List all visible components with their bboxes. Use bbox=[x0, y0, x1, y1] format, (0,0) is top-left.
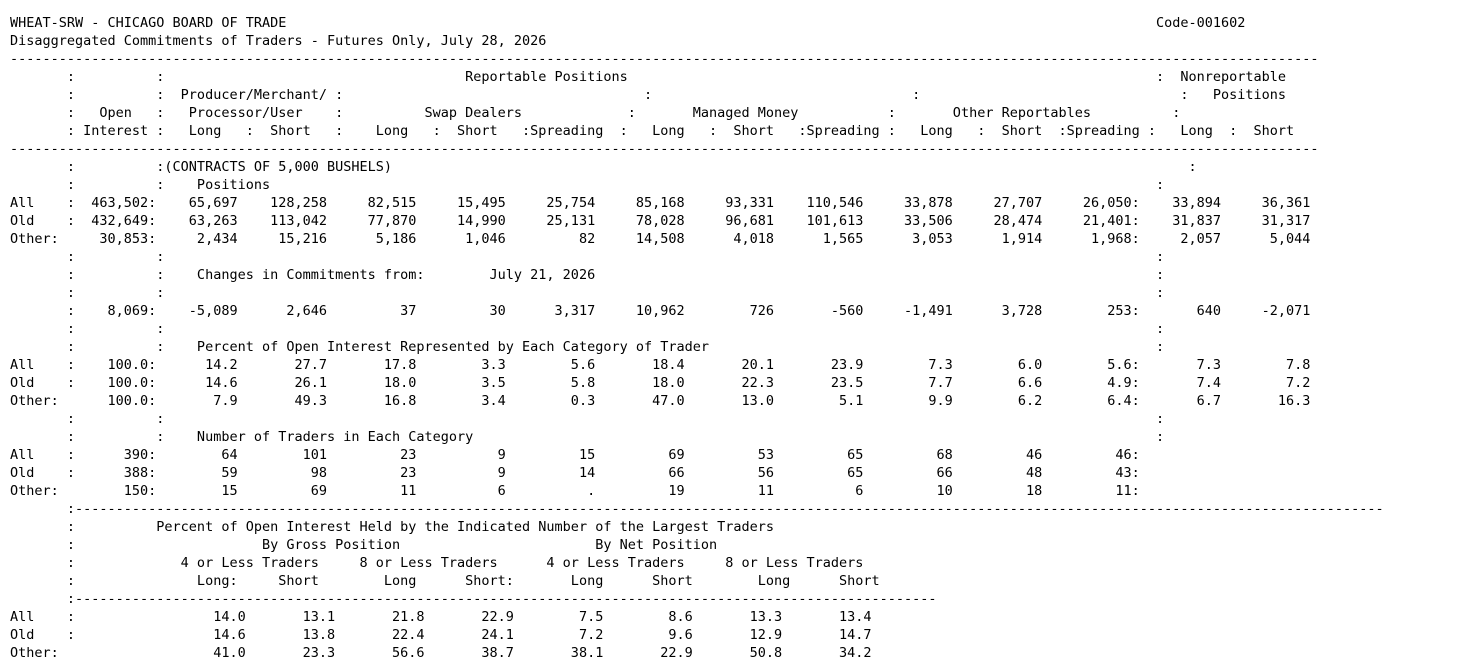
header-line: : 4 or Less Traders 8 or Less Traders 4 … bbox=[10, 555, 864, 571]
concentration-row-old: Old : 14.6 13.8 22.4 24.1 7.2 9.6 12.9 1… bbox=[10, 627, 872, 643]
header-line: : Open : Processor/User : Swap Dealers :… bbox=[10, 105, 1181, 121]
header-line: : Long: Short Long Short: Long Short Lon… bbox=[10, 573, 880, 589]
percent-row-all: All : 100.0: 14.2 27.7 17.8 3.3 5.6 18.4… bbox=[10, 357, 1311, 373]
report-subtitle-line: Disaggregated Commitments of Traders - F… bbox=[10, 33, 547, 49]
report-title-line: WHEAT-SRW - CHICAGO BOARD OF TRADE Code-… bbox=[10, 15, 1246, 31]
traders-row-other: Other: 150: 15 69 11 6 . 19 11 6 10 18 1… bbox=[10, 483, 1140, 499]
spacer-line: : : : bbox=[10, 411, 1165, 427]
section-title-line: : : Percent of Open Interest Represented… bbox=[10, 339, 1165, 355]
section-title-line: : :(CONTRACTS OF 5,000 BUSHELS) : bbox=[10, 159, 1197, 175]
separator-line: ----------------------------------------… bbox=[10, 141, 1319, 157]
header-line: : Interest : Long : Short : Long : Short… bbox=[10, 123, 1295, 139]
positions-row-other: Other: 30,853: 2,434 15,216 5,186 1,046 … bbox=[10, 231, 1311, 247]
percent-row-other: Other: 100.0: 7.9 49.3 16.8 3.4 0.3 47.0… bbox=[10, 393, 1311, 409]
section-title-line: : : Changes in Commitments from: July 21… bbox=[10, 267, 1165, 283]
percent-row-old: Old : 100.0: 14.6 26.1 18.0 3.5 5.8 18.0… bbox=[10, 375, 1311, 391]
header-line: : : Reportable Positions : Nonreportable bbox=[10, 69, 1287, 85]
concentration-row-all: All : 14.0 13.1 21.8 22.9 7.5 8.6 13.3 1… bbox=[10, 609, 872, 625]
spacer-line: : : : bbox=[10, 285, 1165, 301]
section-title-line: : : Positions : bbox=[10, 177, 1165, 193]
separator-line: :---------------------------------------… bbox=[10, 591, 937, 607]
separator-line: ----------------------------------------… bbox=[10, 51, 1319, 67]
spacer-line: : : : bbox=[10, 249, 1165, 265]
separator-line: :---------------------------------------… bbox=[10, 501, 1384, 517]
section-title-line: : Percent of Open Interest Held by the I… bbox=[10, 519, 775, 535]
header-line: : By Gross Position By Net Position bbox=[10, 537, 718, 553]
traders-row-old: Old : 388: 59 98 23 9 14 66 56 65 66 48 … bbox=[10, 465, 1140, 481]
traders-row-all: All : 390: 64 101 23 9 15 69 53 65 68 46… bbox=[10, 447, 1140, 463]
header-line: : : Producer/Merchant/ : : : : Positions bbox=[10, 87, 1287, 103]
concentration-row-other: Other: 41.0 23.3 56.6 38.7 38.1 22.9 50.… bbox=[10, 645, 872, 661]
positions-row-all: All : 463,502: 65,697 128,258 82,515 15,… bbox=[10, 195, 1311, 211]
spacer-line: : : : bbox=[10, 321, 1165, 337]
positions-row-old: Old : 432,649: 63,263 113,042 77,870 14,… bbox=[10, 213, 1311, 229]
cot-report-text: WHEAT-SRW - CHICAGO BOARD OF TRADE Code-… bbox=[10, 14, 1384, 662]
section-title-line: : : Number of Traders in Each Category : bbox=[10, 429, 1165, 445]
changes-row: : 8,069: -5,089 2,646 37 30 3,317 10,962… bbox=[10, 303, 1311, 319]
